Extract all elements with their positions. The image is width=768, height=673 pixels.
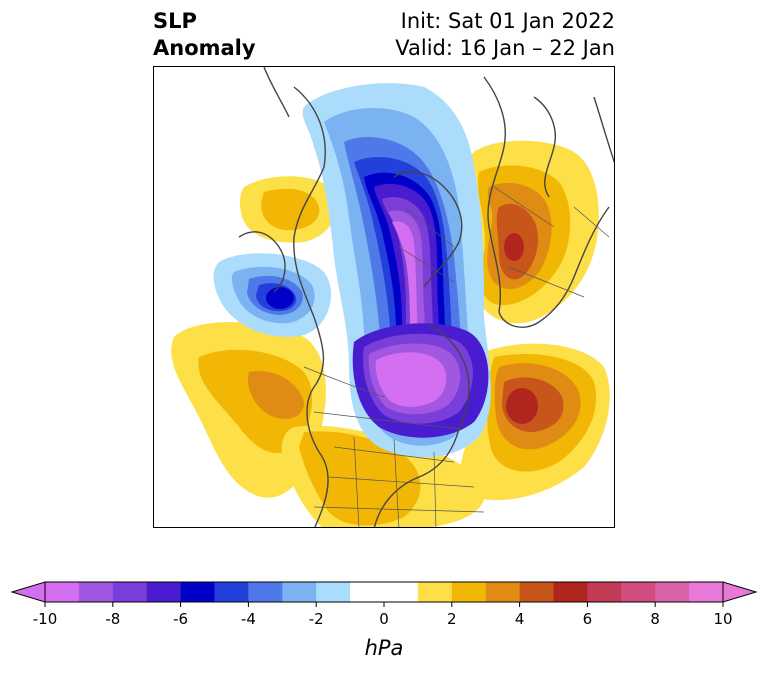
map-title: SLP Anomaly bbox=[153, 8, 256, 62]
colorbar-tick-label: 8 bbox=[650, 610, 660, 628]
colorbar-bins bbox=[45, 582, 724, 602]
colorbar-bin bbox=[350, 582, 385, 602]
positive-center-siberia bbox=[467, 140, 599, 324]
colorbar-tick-label: 6 bbox=[583, 610, 593, 628]
colorbar-unit-label: hPa bbox=[364, 636, 404, 660]
colorbar-bin bbox=[45, 582, 80, 602]
valid-range: Valid: 16 Jan – 22 Jan bbox=[395, 36, 615, 60]
colorbar-bin bbox=[78, 582, 114, 602]
title-quantity: Anomaly bbox=[153, 36, 256, 60]
colorbar-bin bbox=[519, 582, 554, 602]
coastlines bbox=[238, 67, 614, 527]
map-dates: Init: Sat 01 Jan 2022 Valid: 16 Jan – 22… bbox=[395, 8, 615, 62]
colorbar-bin bbox=[689, 582, 724, 602]
colorbar-tick-label: -4 bbox=[241, 610, 256, 628]
colorbar-bin bbox=[553, 582, 588, 602]
colorbar-bin bbox=[146, 582, 182, 602]
colorbar-tick-label: 10 bbox=[713, 610, 732, 628]
colorbar-tick-label: -2 bbox=[309, 610, 324, 628]
colorbar: -10 -8 -6 -4 -2 0 2 4 6 8 10 bbox=[10, 581, 758, 628]
colorbar-bin bbox=[316, 582, 351, 602]
colorbar-bin bbox=[655, 582, 690, 602]
colorbar-bin bbox=[417, 582, 453, 602]
colorbar-bin bbox=[180, 582, 215, 602]
colorbar-tick-label: -10 bbox=[33, 610, 58, 628]
colorbar-bin bbox=[112, 582, 148, 602]
colorbar-min-arrow bbox=[10, 581, 46, 603]
anomaly-map bbox=[171, 67, 614, 527]
colorbar-tick-label: 4 bbox=[515, 610, 525, 628]
colorbar-tick-label: 0 bbox=[379, 610, 389, 628]
positive-center-north-atlantic bbox=[460, 343, 610, 501]
colorbar-bin bbox=[621, 582, 656, 602]
colorbar-bin bbox=[248, 582, 283, 602]
positive-center-united-states bbox=[281, 425, 485, 527]
colorbar-tick-label: 2 bbox=[447, 610, 457, 628]
map-panel bbox=[153, 66, 615, 528]
colorbar-max-arrow bbox=[722, 581, 758, 603]
colorbar-bin bbox=[214, 582, 249, 602]
title-variable: SLP bbox=[153, 9, 197, 33]
positive-center-alaska-bering bbox=[239, 176, 338, 243]
colorbar-bin bbox=[587, 582, 622, 602]
negative-center-greenland bbox=[352, 323, 489, 438]
negative-center-kamchatka bbox=[213, 253, 332, 337]
country-borders bbox=[303, 186, 610, 527]
colorbar-bin bbox=[282, 582, 317, 602]
colorbar-bin bbox=[485, 582, 521, 602]
colorbar-tick-label: -6 bbox=[173, 610, 188, 628]
colorbar-bin bbox=[451, 582, 487, 602]
colorbar-bin bbox=[384, 582, 419, 602]
colorbar-tick-label: -8 bbox=[105, 610, 120, 628]
colorbar-ticks: -10 -8 -6 -4 -2 0 2 4 6 8 10 bbox=[33, 602, 733, 628]
init-date: Init: Sat 01 Jan 2022 bbox=[400, 9, 615, 33]
